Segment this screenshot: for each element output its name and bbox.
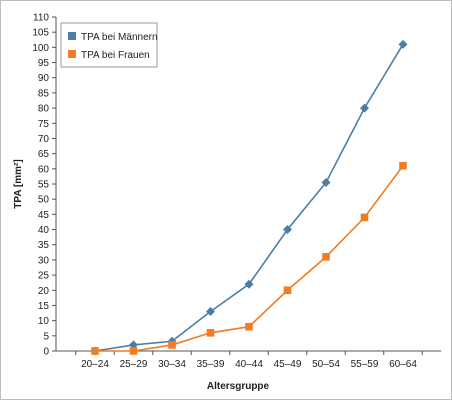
y-tick-label: 70 [38, 134, 50, 145]
data-point [244, 279, 254, 289]
data-point [283, 286, 292, 295]
legend: TPA bei Männern TPA bei Frauen [60, 22, 158, 68]
y-tick-label: 30 [38, 255, 50, 266]
y-tick-label: 90 [38, 73, 50, 84]
legend-label-women: TPA bei Frauen [81, 50, 150, 61]
data-point [283, 225, 292, 235]
data-point [129, 347, 138, 355]
data-point [91, 347, 99, 355]
x-tick-label: 30–34 [158, 359, 186, 370]
y-tick-label: 110 [33, 13, 49, 24]
y-tick-label: 105 [32, 28, 49, 39]
y-tick-label: 40 [38, 225, 50, 236]
legend-swatch-women [68, 50, 76, 58]
y-tick-label: 5 [43, 331, 49, 342]
x-tick-label: 20–24 [81, 359, 109, 370]
y-tick-label: 45 [38, 210, 50, 221]
y-tick-label: 20 [38, 286, 50, 297]
y-axis-label: TPA [mm²] [13, 159, 24, 208]
series-1 [91, 161, 407, 355]
y-tick-label: 0 [43, 347, 49, 358]
x-tick-label: 55–59 [351, 359, 379, 370]
data-point [321, 177, 331, 187]
data-point [206, 328, 215, 337]
y-tick-label: 15 [38, 301, 50, 312]
x-tick-label: 25–29 [120, 359, 148, 370]
y-tick-label: 35 [38, 240, 50, 251]
y-tick-label: 85 [38, 88, 50, 99]
y-tick-label: 55 [38, 180, 50, 191]
y-tick-label: 80 [38, 104, 50, 115]
data-point [360, 103, 369, 113]
y-axis-ticks: 0 5 10 15 20 25 30 35 40 45 50 55 60 65 70 75 80 85 90 95 10… [32, 13, 56, 358]
x-tick-label: 35–39 [197, 359, 225, 370]
data-point [129, 340, 138, 350]
x-tick-label: 60–64 [389, 359, 417, 370]
y-tick-label: 25 [38, 271, 50, 282]
y-tick-label: 60 [38, 164, 50, 175]
legend-label-men: TPA bei Männern [81, 32, 158, 43]
series-layer [90, 39, 408, 356]
y-tick-label: 65 [38, 149, 50, 160]
data-point [245, 322, 253, 331]
x-axis-ticks: 20–24 25–29 30–34 35–39 40–44 45–49 50–54 55–59… [75, 351, 423, 370]
x-tick-label: 45–49 [274, 359, 302, 370]
series-0 [90, 39, 408, 356]
data-point [399, 161, 407, 170]
data-point [360, 213, 369, 222]
data-point [322, 253, 330, 261]
x-tick-label: 40–44 [235, 359, 263, 370]
y-tick-label: 50 [38, 195, 50, 206]
y-tick-label: 95 [38, 58, 50, 69]
data-point [168, 341, 176, 349]
legend-swatch-men [68, 32, 76, 40]
y-tick-label: 100 [32, 43, 49, 54]
y-tick-label: 75 [38, 119, 50, 130]
x-tick-label: 50–54 [312, 359, 340, 370]
legend-box [60, 22, 158, 68]
data-point [206, 307, 215, 317]
data-point [398, 39, 408, 49]
y-tick-label: 10 [38, 316, 50, 327]
series-line-0 [94, 43, 404, 352]
x-axis-label: Altersgruppe [207, 381, 270, 392]
